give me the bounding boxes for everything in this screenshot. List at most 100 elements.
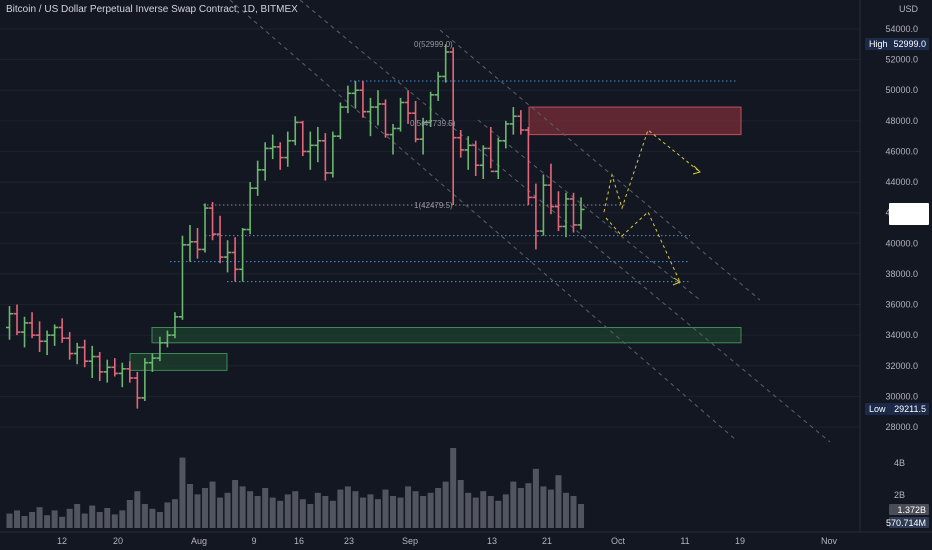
volume-bar	[36, 507, 43, 528]
ohlc-bar	[133, 371, 141, 409]
y-tick-label: 54000.0	[885, 24, 918, 34]
ohlc-bar	[148, 353, 156, 372]
ohlc-bar	[404, 90, 412, 124]
x-tick-label: 11	[680, 536, 689, 546]
volume-bar	[359, 497, 366, 528]
volume-bar	[284, 494, 291, 528]
volume-bar	[179, 457, 186, 528]
ohlc-bar	[246, 182, 254, 235]
volume-bar	[344, 486, 351, 528]
ohlc-bar	[329, 131, 337, 178]
ohlc-bar	[186, 224, 194, 262]
volume-average-tag-bg	[889, 517, 929, 528]
last-price-tag: 42210.014:51:42	[889, 203, 929, 225]
volume-bar	[292, 491, 299, 528]
volume-bar	[134, 491, 141, 528]
volume-bar	[96, 512, 103, 528]
volume-bar	[254, 496, 261, 528]
volume-bar	[307, 504, 314, 528]
levels-layer	[170, 80, 738, 283]
low-tag-bg	[865, 403, 929, 415]
volume-bar	[329, 500, 336, 528]
volume-bar	[495, 500, 502, 528]
volume-bar	[81, 513, 88, 528]
y-tick-label: 36000.0	[885, 300, 918, 310]
volume-bar	[59, 516, 66, 528]
volume-bar	[412, 491, 419, 528]
ohlc-bar	[539, 174, 547, 236]
ohlc-bar	[163, 330, 171, 348]
channel-line	[477, 119, 701, 301]
ohlc-bar	[66, 332, 74, 360]
x-tick-label: Aug	[191, 536, 207, 546]
ohlc-bar	[126, 361, 134, 383]
ohlc-bars	[6, 44, 585, 409]
ohlc-bar	[554, 191, 562, 232]
volume-bar	[397, 497, 404, 528]
ohlc-bar	[141, 358, 149, 401]
low-tag-value: 29211.5	[894, 404, 926, 414]
volume-bar	[442, 481, 449, 528]
ohlc-bar	[171, 312, 179, 339]
x-tick-label: 19	[735, 536, 745, 546]
x-tick-label: 12	[57, 536, 67, 546]
fib-level-label: 1(42479.5)	[414, 201, 453, 210]
volume-bar	[562, 492, 569, 528]
ohlc-bar	[449, 47, 457, 206]
price-tags: High 52999.0 Low 29211.5 42210.014:51:42 1.37…	[865, 38, 929, 528]
ohlc-bar	[532, 183, 540, 250]
volume-bar	[74, 504, 81, 528]
volume-bar	[29, 512, 36, 528]
volume-bar	[525, 483, 532, 528]
ohlc-bar	[382, 99, 389, 138]
volume-bar	[390, 496, 397, 528]
volume-bar	[111, 514, 118, 528]
channel-line	[439, 29, 761, 301]
volume-bar	[382, 489, 389, 528]
volume-bar	[194, 494, 201, 528]
volume-bar	[141, 504, 148, 528]
high-tag: High 52999.0	[865, 38, 929, 50]
volume-bar	[420, 496, 427, 528]
volume-bar	[262, 488, 269, 528]
y-tick-label: 30000.0	[885, 391, 918, 401]
volume-bar	[314, 492, 321, 528]
ohlc-bar	[224, 240, 232, 273]
volume-bar	[450, 448, 457, 528]
volume-bar	[247, 491, 254, 528]
ohlc-bar	[336, 102, 344, 140]
ohlc-bar	[412, 100, 420, 143]
volume-bar	[202, 488, 209, 528]
ohlc-bar	[103, 359, 111, 383]
volume-bar	[239, 486, 246, 528]
volume-bar	[89, 505, 96, 528]
ohlc-bar	[194, 228, 201, 259]
volume-bar	[224, 492, 231, 528]
volume-bar	[570, 496, 577, 528]
ohlc-bar	[487, 126, 495, 173]
ohlc-bar	[216, 215, 224, 264]
volume-bar	[487, 496, 494, 528]
ohlc-bar	[276, 142, 284, 170]
volume-bar	[510, 481, 517, 528]
y-tick-label: 38000.0	[885, 269, 918, 279]
supply-zone	[528, 106, 742, 136]
volume-value-tag: 1.372B	[897, 505, 926, 515]
volume-bar	[126, 500, 133, 528]
volume-tick-label: 4B	[894, 458, 905, 468]
volume-bar	[51, 510, 58, 528]
high-tag-label: High	[869, 39, 888, 49]
high-tag-value: 52999.0	[893, 39, 926, 49]
ohlc-bar	[118, 362, 126, 388]
ohlc-bar	[479, 145, 487, 180]
ohlc-bar	[366, 97, 374, 137]
ohlc-bar	[374, 90, 382, 126]
ohlc-bar	[291, 116, 299, 146]
ohlc-bar	[344, 85, 352, 114]
ohlc-bar	[36, 321, 44, 352]
volume-bar	[299, 499, 306, 528]
volume-tag-bg	[889, 504, 929, 515]
x-tick-label: 13	[487, 536, 497, 546]
